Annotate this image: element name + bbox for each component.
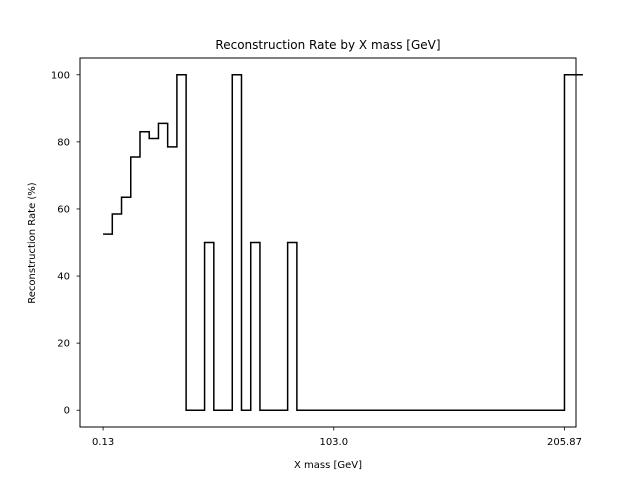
y-tick-label: 40 <box>57 272 70 283</box>
y-tick-label: 100 <box>51 70 70 81</box>
plot-frame <box>79 57 577 428</box>
series-line-0 <box>103 74 583 411</box>
plot-area <box>103 74 583 411</box>
chart-title: Reconstruction Rate by X mass [GeV] <box>215 38 440 52</box>
y-axis-title: Reconstruction Rate (%) <box>27 182 38 304</box>
y-axis: 0 20 40 60 80 100 <box>51 70 80 417</box>
x-tick-label: 205.87 <box>547 437 582 448</box>
x-tick-label: 0.13 <box>92 437 114 448</box>
y-tick-label: 80 <box>57 137 70 148</box>
y-tick-label: 60 <box>57 204 70 215</box>
y-tick-label: 0 <box>64 406 70 417</box>
x-axis-title: X mass [GeV] <box>294 460 362 471</box>
x-tick-label: 103.0 <box>319 437 348 448</box>
y-tick-label: 20 <box>57 339 70 350</box>
x-axis: 0.13 103.0 205.87 <box>92 427 582 448</box>
